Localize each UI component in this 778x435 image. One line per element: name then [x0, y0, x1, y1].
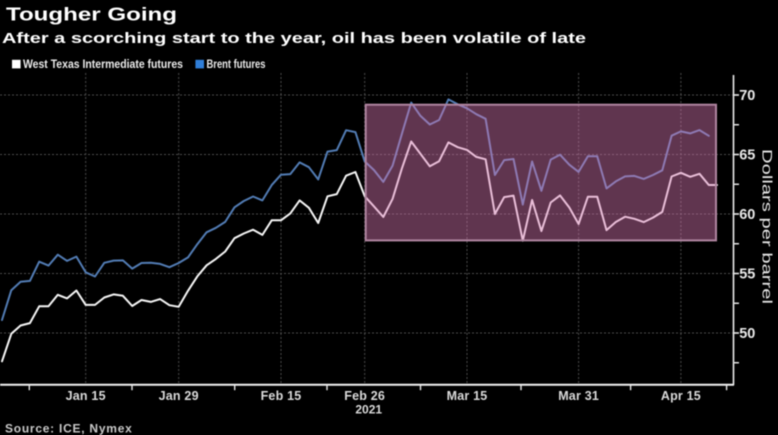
svg-text:65: 65	[739, 148, 755, 164]
svg-text:Source: ICE, Nymex: Source: ICE, Nymex	[5, 421, 133, 435]
svg-text:2021: 2021	[355, 403, 382, 417]
svg-text:70: 70	[739, 88, 755, 104]
svg-text:Feb 15: Feb 15	[261, 389, 302, 403]
svg-text:55: 55	[739, 267, 755, 283]
svg-text:50: 50	[739, 326, 755, 342]
svg-text:Apr 15: Apr 15	[661, 389, 701, 403]
svg-text:West Texas Intermediate future: West Texas Intermediate futures	[23, 59, 183, 71]
svg-text:60: 60	[739, 207, 755, 223]
svg-text:Brent futures: Brent futures	[207, 59, 266, 71]
svg-text:Mar 31: Mar 31	[558, 389, 599, 403]
svg-text:Feb 26: Feb 26	[344, 389, 385, 403]
svg-text:After a scorching start to the: After a scorching start to the year, oil…	[2, 30, 586, 47]
svg-text:Dollars per barrel: Dollars per barrel	[760, 149, 776, 304]
svg-text:Jan 15: Jan 15	[66, 389, 106, 403]
svg-text:Jan 29: Jan 29	[159, 389, 199, 403]
svg-text:Tougher Going: Tougher Going	[6, 4, 177, 25]
svg-text:Mar 15: Mar 15	[447, 389, 488, 403]
